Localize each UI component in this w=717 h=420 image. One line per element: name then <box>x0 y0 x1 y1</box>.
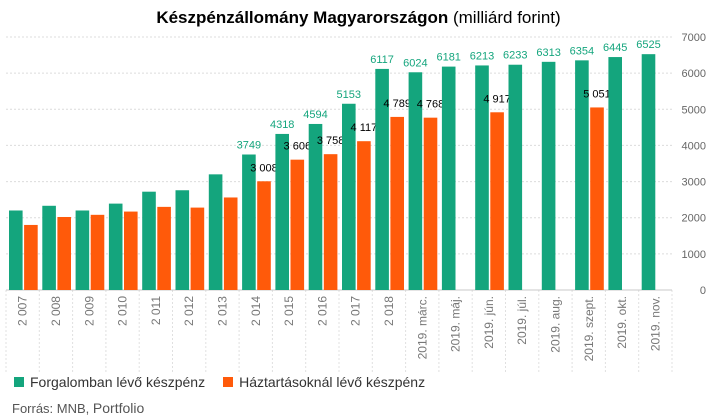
bar-households <box>90 214 105 290</box>
bar-circulation <box>575 60 589 291</box>
x-tick-label: 2019. aug. <box>548 296 562 353</box>
bar-households <box>257 181 271 290</box>
y-tick-label: 0 <box>700 285 706 297</box>
chart-title: Készpénzállomány Magyarországon (milliár… <box>0 8 717 28</box>
legend-item-circulation[interactable]: Forgalomban lévő készpénz <box>14 374 205 390</box>
y-tick-label: 2000 <box>682 213 706 225</box>
data-label-households: 4 117 <box>351 122 378 134</box>
data-label-circulation: 4318 <box>270 119 294 131</box>
data-label-circulation: 6354 <box>570 45 594 57</box>
data-label-circulation: 6525 <box>636 39 660 51</box>
bar-households <box>357 141 371 290</box>
bar-circulation <box>108 203 123 290</box>
x-tick-label: 2 011 <box>149 296 163 325</box>
x-tick-label: 2 017 <box>349 296 363 326</box>
bar-households <box>57 216 71 290</box>
data-label-circulation: 6313 <box>536 47 560 59</box>
source-prefix: Forrás: MNB, <box>12 401 90 416</box>
data-label-households: 4 917 <box>483 93 511 105</box>
x-tick-label: 2 012 <box>182 296 196 326</box>
bar-households <box>223 197 238 290</box>
legend-swatch-households <box>223 377 234 387</box>
bar-circulation <box>175 190 190 290</box>
bar-circulation <box>408 72 423 291</box>
legend-item-households[interactable]: Háztartásoknál lévő készpénz <box>223 374 425 390</box>
data-label-households: 3 606 <box>284 141 312 153</box>
x-tick-label: 2 013 <box>215 296 229 326</box>
data-label-circulation: 5153 <box>337 89 361 101</box>
bar-circulation <box>308 123 323 290</box>
y-tick-label: 6000 <box>682 68 706 80</box>
data-label-circulation: 6024 <box>403 57 427 69</box>
bar-households <box>490 112 504 290</box>
bar-circulation <box>375 68 389 290</box>
data-label-households: 5 051 <box>583 88 611 100</box>
chart-legend: Forgalomban lévő készpénz Háztartásoknál… <box>14 374 425 390</box>
x-tick-label: 2 007 <box>16 296 30 326</box>
data-label-circulation: 6117 <box>370 54 394 66</box>
bar-households <box>423 117 438 290</box>
y-tick-label: 4000 <box>682 140 706 152</box>
x-tick-label: 2019. márc. <box>415 296 429 359</box>
bar-circulation <box>342 103 356 290</box>
legend-swatch-circulation <box>14 377 24 387</box>
bar-households <box>590 107 604 290</box>
data-label-households: 3 008 <box>250 162 278 174</box>
chart-title-bold: Készpénzállomány Magyarországon <box>156 8 449 27</box>
x-tick-label: 2019. nov. <box>648 296 662 351</box>
y-tick-label: 7000 <box>682 32 706 44</box>
data-label-circulation: 3749 <box>237 140 261 152</box>
bar-circulation <box>441 66 456 290</box>
bar-households <box>157 206 171 290</box>
bar-circulation <box>75 210 90 290</box>
legend-label-circulation: Forgalomban lévő készpénz <box>30 374 206 390</box>
bar-households <box>390 116 404 290</box>
bar-circulation <box>42 205 56 290</box>
y-tick-label: 1000 <box>682 249 706 261</box>
data-label-circulation: 4594 <box>303 109 327 121</box>
data-label-circulation: 6213 <box>470 50 494 62</box>
y-tick-label: 5000 <box>682 104 706 116</box>
bar-circulation <box>275 133 289 290</box>
bar-circulation <box>242 154 256 290</box>
bar-circulation <box>475 65 489 290</box>
x-tick-label: 2019. szept. <box>582 296 596 361</box>
source-brand: Portfolio <box>92 400 145 416</box>
bar-households <box>290 159 305 290</box>
bar-households <box>124 211 138 290</box>
y-tick-label: 3000 <box>682 177 706 189</box>
bar-households <box>323 154 338 290</box>
bar-households <box>24 224 38 290</box>
bar-circulation <box>608 57 622 291</box>
data-label-households: 4 789 <box>383 98 411 110</box>
x-tick-label: 2019. júl. <box>515 296 529 345</box>
bar-circulation <box>541 61 556 291</box>
data-label-circulation: 6181 <box>436 52 460 64</box>
bar-circulation <box>508 64 523 290</box>
bar-circulation <box>208 174 223 290</box>
x-tick-label: 2019. máj. <box>449 296 463 352</box>
x-tick-label: 2 010 <box>116 296 130 326</box>
data-label-households: 4 768 <box>417 99 445 111</box>
x-tick-label: 2 018 <box>382 296 396 326</box>
chart-title-unit: (milliárd forint) <box>452 8 561 27</box>
x-tick-label: 2 016 <box>315 296 329 326</box>
bar-circulation <box>142 191 156 290</box>
x-tick-label: 2 008 <box>49 296 63 326</box>
data-label-households: 3 758 <box>317 135 345 147</box>
data-label-circulation: 6233 <box>503 50 527 62</box>
legend-label-households: Háztartásoknál lévő készpénz <box>239 374 426 390</box>
bar-circulation <box>641 54 656 290</box>
x-tick-label: 2019. jún. <box>482 296 496 349</box>
x-tick-label: 2019. okt. <box>615 296 629 349</box>
x-tick-label: 2 015 <box>282 296 296 326</box>
x-tick-label: 2 014 <box>249 296 263 326</box>
data-label-circulation: 6445 <box>603 42 627 54</box>
bar-circulation <box>9 210 23 290</box>
bar-households <box>190 207 205 290</box>
source-note: Forrás: MNB, Portfolio <box>12 400 144 416</box>
x-tick-label: 2 009 <box>82 296 96 326</box>
